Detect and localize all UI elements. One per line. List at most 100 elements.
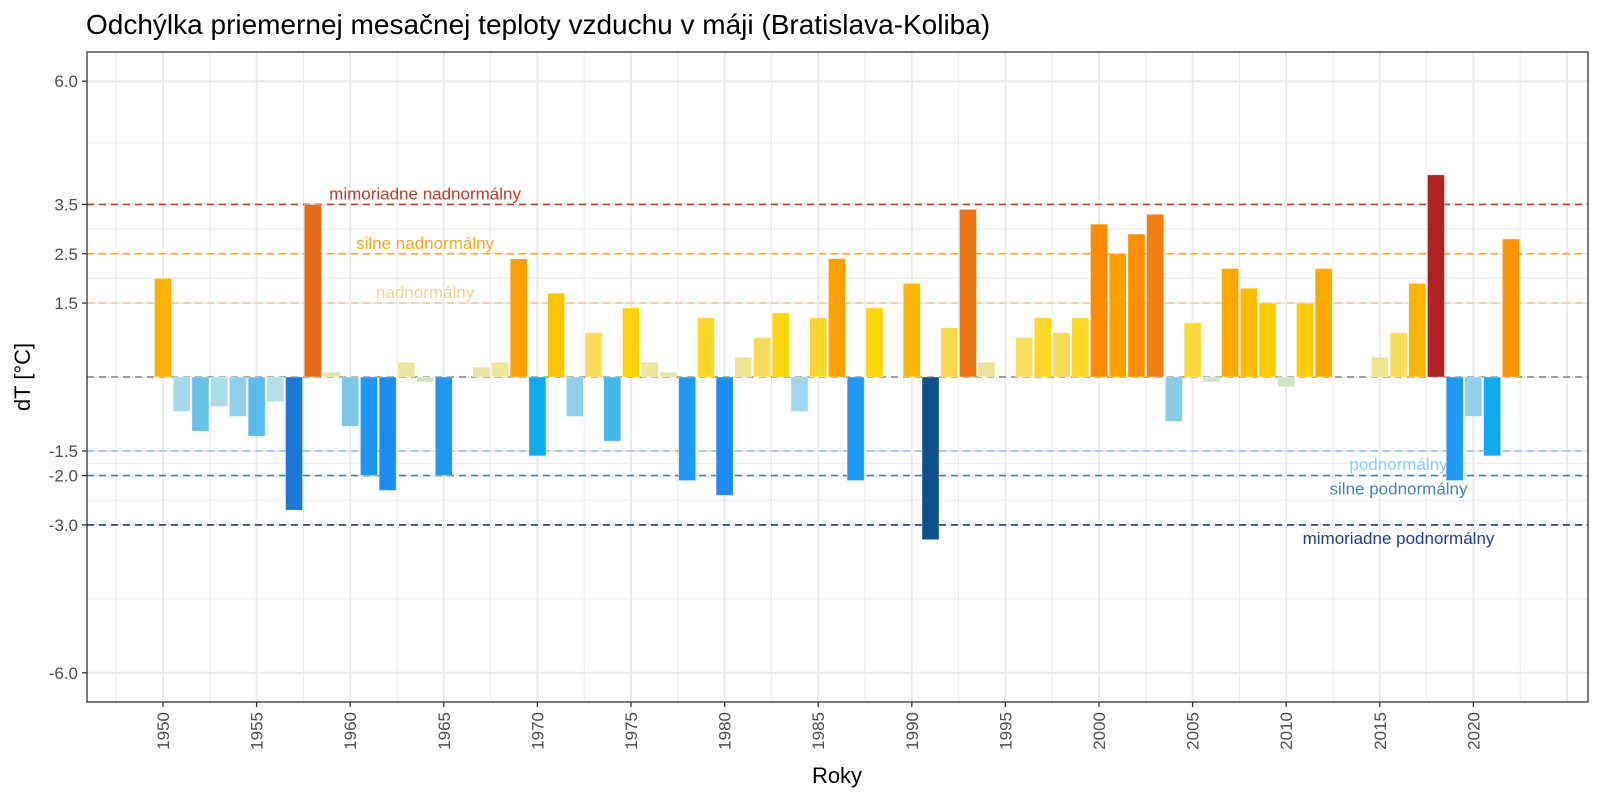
- bar-1954: [229, 376, 247, 417]
- bar-2012: [1314, 268, 1333, 378]
- bar-1968: [491, 361, 509, 378]
- bar-1982: [753, 337, 771, 378]
- y-axis-ticks: 6.0 3.5 2.5 1.5 -1.5 -2.0 -3.0 -6.0: [49, 72, 87, 683]
- bar-1997: [1034, 317, 1052, 378]
- bar-1967: [472, 366, 491, 378]
- bar-1955: [247, 376, 266, 437]
- bar-2011: [1296, 302, 1314, 378]
- bar-1990: [902, 283, 921, 378]
- bar-1992: [940, 327, 959, 378]
- reference-line-label: mimoriadne nadnormálny: [329, 184, 521, 203]
- x-tick-label: 2000: [1090, 712, 1109, 750]
- bar-1972: [566, 376, 584, 417]
- bar-2022: [1502, 238, 1520, 378]
- bar-1974: [603, 376, 622, 442]
- x-tick-label: 1955: [248, 712, 267, 750]
- y-tick-label: -3.0: [49, 516, 78, 535]
- bars: [154, 174, 1520, 540]
- bar-1960: [341, 376, 360, 427]
- reference-line-label: nadnormálny: [376, 283, 475, 302]
- bar-1980: [715, 376, 734, 496]
- bar-2020: [1464, 376, 1483, 417]
- bar-1975: [622, 307, 640, 378]
- bar-2009: [1258, 302, 1277, 378]
- bar-2005: [1183, 322, 1202, 378]
- bar-2001: [1108, 253, 1127, 378]
- bar-1965: [434, 376, 453, 476]
- bar-2004: [1165, 376, 1183, 422]
- x-tick-label: 1975: [622, 712, 641, 750]
- bar-1993: [959, 209, 977, 378]
- bar-1983: [771, 312, 790, 378]
- bar-1996: [1015, 337, 1033, 378]
- x-tick-label: 1980: [716, 712, 735, 750]
- bar-2018: [1427, 174, 1445, 378]
- bar-1956: [266, 376, 285, 402]
- bar-1950: [154, 278, 172, 378]
- bar-2019: [1445, 376, 1464, 481]
- x-tick-label: 1960: [341, 712, 360, 750]
- bar-1986: [828, 258, 846, 378]
- bar-1976: [640, 361, 659, 378]
- reference-line-label: silne podnormálny: [1330, 480, 1468, 499]
- y-tick-label: 6.0: [54, 72, 78, 91]
- bar-2000: [1090, 223, 1108, 378]
- bar-1962: [378, 376, 397, 491]
- bar-1964: [416, 376, 434, 383]
- bar-1969: [509, 258, 528, 378]
- bar-2010: [1277, 376, 1295, 388]
- bar-1981: [734, 356, 753, 378]
- y-tick-label: -1.5: [49, 442, 78, 461]
- bar-1987: [846, 376, 865, 481]
- bar-2002: [1127, 233, 1146, 378]
- bar-2006: [1202, 376, 1221, 383]
- bar-1998: [1052, 332, 1071, 378]
- reference-line-label: silne nadnormálny: [356, 234, 494, 253]
- bar-1991: [921, 376, 940, 540]
- bar-1959: [322, 371, 341, 378]
- y-tick-label: -6.0: [49, 664, 78, 683]
- reference-line-label: podnormálny: [1349, 455, 1448, 474]
- y-axis-title: dT [°C]: [10, 343, 35, 411]
- bar-1985: [809, 317, 828, 378]
- bar-1988: [865, 307, 884, 378]
- y-tick-label: 2.5: [54, 245, 78, 264]
- x-tick-label: 1995: [996, 712, 1015, 750]
- x-tick-label: 1950: [154, 712, 173, 750]
- x-axis-ticks: 1950 1955 1960 1965 1970 1975 1980 1985 1990 1995…: [154, 702, 1483, 750]
- x-tick-label: 1965: [435, 712, 454, 750]
- bar-1952: [191, 376, 210, 432]
- bar-2007: [1221, 268, 1239, 378]
- y-tick-label: -2.0: [49, 467, 78, 486]
- bar-1963: [397, 361, 416, 378]
- x-tick-label: 2005: [1184, 712, 1203, 750]
- bar-2016: [1389, 332, 1408, 378]
- x-axis-title: Roky: [812, 763, 862, 788]
- x-tick-label: 2020: [1464, 712, 1483, 750]
- bar-1971: [547, 292, 565, 378]
- bar-1958: [303, 204, 322, 378]
- y-tick-label: 3.5: [54, 195, 78, 214]
- bar-2021: [1483, 376, 1501, 457]
- bar-1994: [977, 361, 996, 378]
- reference-line-label: mimoriadne podnormálny: [1303, 529, 1495, 548]
- bar-2003: [1146, 214, 1164, 378]
- bar-1973: [584, 332, 603, 378]
- x-tick-label: 1970: [528, 712, 547, 750]
- bar-2015: [1371, 356, 1389, 378]
- bar-1977: [659, 371, 678, 378]
- reference-line-labels: mimoriadne nadnormálny silne nadnormálny n…: [329, 184, 1495, 547]
- y-tick-label: 1.5: [54, 294, 78, 313]
- bar-1999: [1071, 317, 1090, 378]
- bar-1984: [790, 376, 809, 412]
- x-tick-label: 2015: [1371, 712, 1390, 750]
- bar-1961: [360, 376, 378, 476]
- bar-1957: [285, 376, 303, 511]
- bar-1953: [210, 376, 228, 407]
- bar-1978: [678, 376, 696, 481]
- bar-1979: [697, 317, 715, 378]
- bar-1970: [528, 376, 547, 457]
- bar-2008: [1239, 287, 1258, 378]
- bar-1951: [172, 376, 191, 412]
